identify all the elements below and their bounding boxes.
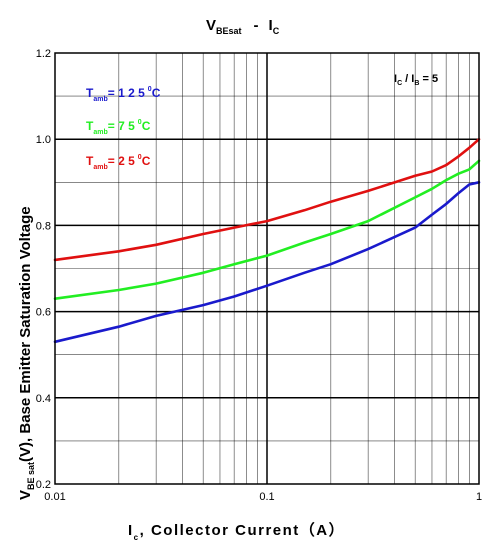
y-tick-label: 1.0 <box>36 134 51 146</box>
y-axis-label: VBE sat(V), Base Emitter Saturation Volt… <box>17 206 36 500</box>
y-tick-label: 0.6 <box>36 307 51 319</box>
series-layer <box>53 137 481 344</box>
x-tick-label: 0.01 <box>44 491 65 503</box>
y-tick-label: 0.8 <box>36 220 51 232</box>
y-tick-label: 1.2 <box>36 48 51 60</box>
x-tick-label: 1 <box>476 491 482 503</box>
series-line-2 <box>53 137 481 262</box>
grid <box>55 53 479 484</box>
y-tick-label: 0.2 <box>36 479 51 491</box>
chart-title: VBEsat - IC <box>206 17 280 36</box>
ratio-annotation: IC / IB = 5 <box>394 73 438 87</box>
series-line-1 <box>53 159 481 301</box>
x-tick-label: 0.1 <box>259 491 274 503</box>
legend-item-75c: Tamb= 7 5 0C <box>86 119 151 136</box>
legend-item-125c: Tamb= 1 2 5 0C <box>86 86 161 103</box>
tick-labels: 0.2 0.4 0.6 0.8 1.0 1.2 0.01 0.1 1 <box>36 48 482 503</box>
x-axis-label: Ic, Collector Current（A） <box>128 521 345 542</box>
y-tick-label: 0.4 <box>36 393 51 405</box>
series-line-0 <box>53 181 481 344</box>
plot-frame <box>54 52 480 485</box>
legend-item-25c: Tamb= 2 5 0C <box>86 154 151 171</box>
